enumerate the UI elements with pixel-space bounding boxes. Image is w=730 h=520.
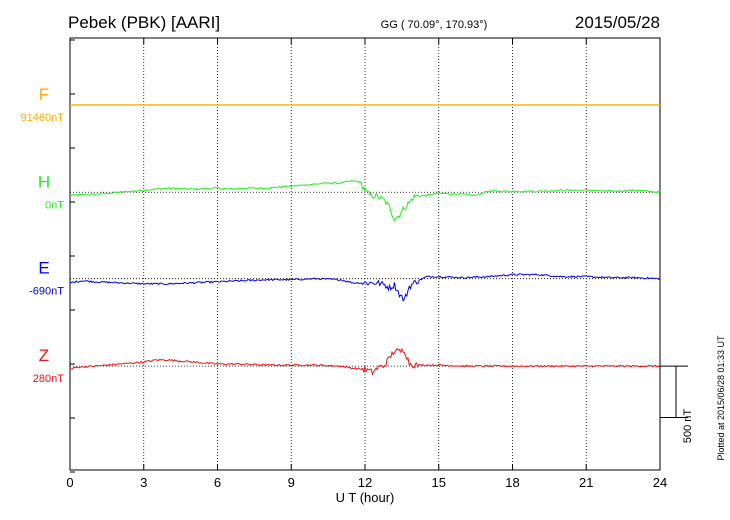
plotted-timestamp: Plotted at 2015/06/28 01:33 UT <box>716 335 726 461</box>
plot-date: 2015/05/28 <box>575 13 660 32</box>
series-trace-z <box>69 347 661 376</box>
x-tick-label: 0 <box>66 475 73 490</box>
x-tick-label: 24 <box>653 475 667 490</box>
baseline-value-e: -690nT <box>29 286 64 298</box>
x-axis-label: U T (hour) <box>336 490 395 505</box>
series-trace-e <box>69 273 661 303</box>
component-labels: F 91460nT H 0nT E -690nT Z 280nT <box>21 85 65 385</box>
x-tick-label: 9 <box>288 475 295 490</box>
x-tick-label: 18 <box>505 475 519 490</box>
component-name-e: E <box>38 259 49 278</box>
x-axis-ticks: 0 3 6 9 12 15 18 21 24 <box>66 38 667 490</box>
series-traces <box>69 104 661 376</box>
scale-bar-label: 500 nT <box>682 409 694 444</box>
baseline-value-h: 0nT <box>45 199 64 211</box>
component-name-h: H <box>38 172 50 191</box>
component-name-z: Z <box>39 346 49 365</box>
scale-bar <box>660 365 688 419</box>
series-trace-h <box>69 179 661 222</box>
x-tick-label: 21 <box>579 475 593 490</box>
x-tick-label: 3 <box>140 475 147 490</box>
baseline-value-f: 91460nT <box>21 112 65 124</box>
station-coordinates: GG ( 70.09°, 170.93°) <box>381 19 488 31</box>
component-name-f: F <box>39 85 49 104</box>
grid-lines <box>143 38 587 470</box>
x-tick-label: 6 <box>214 475 221 490</box>
station-title: Pebek (PBK) [AARI] <box>68 13 220 32</box>
x-tick-label: 12 <box>358 475 372 490</box>
x-tick-label: 15 <box>432 475 446 490</box>
baseline-value-z: 280nT <box>33 373 64 385</box>
